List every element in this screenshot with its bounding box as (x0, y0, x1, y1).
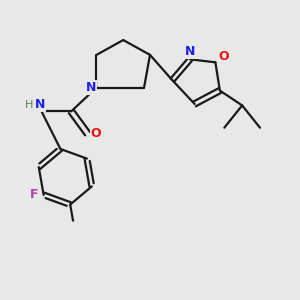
Text: N: N (185, 45, 195, 58)
Text: F: F (30, 188, 38, 201)
Text: O: O (91, 127, 101, 140)
Text: N: N (35, 98, 45, 111)
Text: H: H (25, 100, 33, 110)
Text: N: N (86, 81, 96, 94)
Text: O: O (218, 50, 229, 64)
